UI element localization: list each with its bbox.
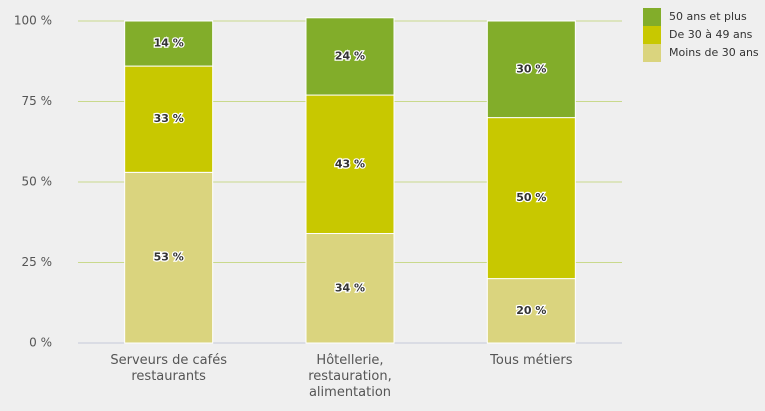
bar-segment bbox=[124, 171, 214, 344]
legend-swatch bbox=[643, 8, 661, 26]
bar-segment bbox=[124, 65, 214, 173]
x-tick-label: Serveurs de cafés restaurants bbox=[110, 353, 227, 384]
y-tick-label: 50 % bbox=[22, 175, 53, 189]
y-tick-label: 100 % bbox=[14, 14, 52, 28]
bar-segment bbox=[486, 20, 576, 119]
y-tick-label: 25 % bbox=[22, 255, 53, 269]
data-label: 14 % bbox=[154, 37, 184, 50]
legend-label: De 30 à 49 ans bbox=[669, 28, 753, 41]
data-label: 53 % bbox=[154, 251, 184, 264]
data-label: 20 % bbox=[516, 304, 546, 317]
bar-segment bbox=[486, 278, 576, 344]
legend-swatch bbox=[643, 44, 661, 62]
data-label: 33 % bbox=[154, 112, 184, 125]
data-label: 34 % bbox=[335, 281, 365, 294]
y-tick-label: 75 % bbox=[22, 94, 53, 108]
legend-swatch bbox=[643, 26, 661, 44]
data-label: 30 % bbox=[516, 62, 546, 75]
legend-label: 50 ans et plus bbox=[669, 10, 747, 23]
bar-segment bbox=[305, 17, 395, 96]
data-label: 43 % bbox=[335, 157, 365, 170]
bar-segment bbox=[124, 20, 214, 67]
y-tick-label: 0 % bbox=[29, 336, 52, 350]
data-label: 24 % bbox=[335, 49, 365, 62]
x-tick-label: Tous métiers bbox=[490, 353, 573, 368]
x-tick-label: Hôtellerie, restauration, alimentation bbox=[308, 353, 392, 400]
legend-label: Moins de 30 ans bbox=[669, 46, 759, 59]
data-label: 50 % bbox=[516, 191, 546, 204]
bar-segment bbox=[486, 117, 576, 280]
